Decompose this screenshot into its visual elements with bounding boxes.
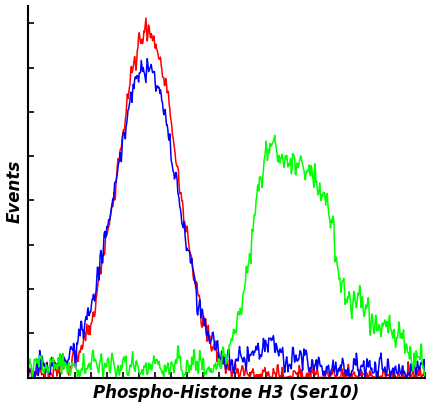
Y-axis label: Events: Events: [6, 160, 24, 223]
X-axis label: Phospho-Histone H3 (Ser10): Phospho-Histone H3 (Ser10): [93, 384, 359, 402]
